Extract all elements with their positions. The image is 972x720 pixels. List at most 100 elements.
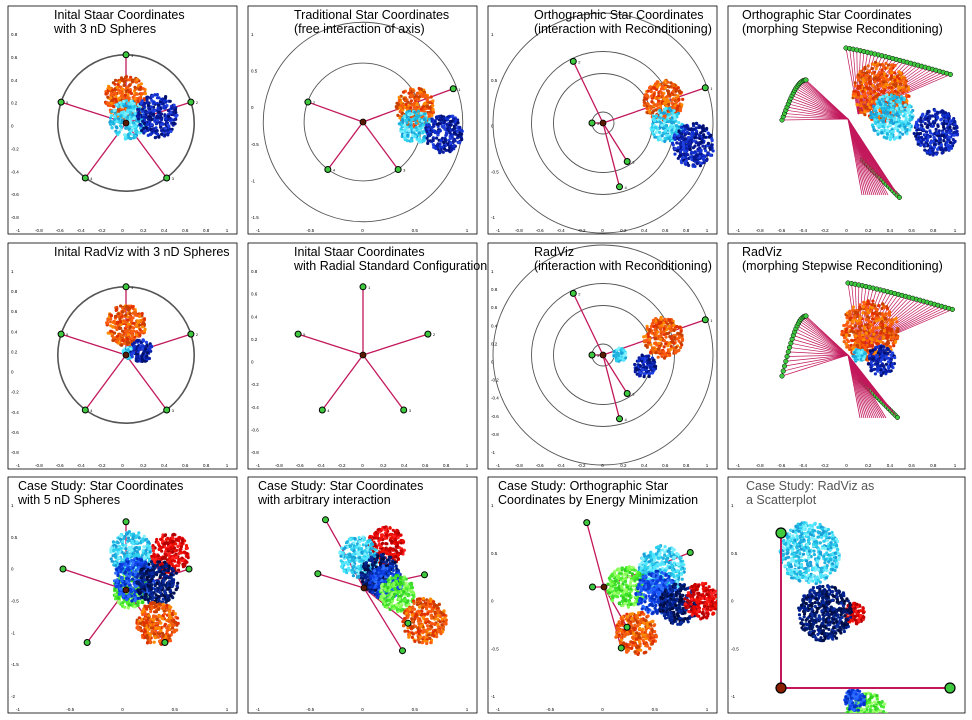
data-point [430,113,434,117]
data-point [115,103,119,107]
cluster-blue [424,114,464,155]
axis-line [805,79,849,120]
data-point [128,102,132,106]
data-point [114,340,118,344]
data-point [881,80,885,84]
data-point [131,326,136,330]
x-tick-label: 1 [226,228,229,233]
data-point [679,149,683,153]
panel-title-line: Inital Staar Coordinates [54,8,185,22]
data-point [676,86,680,90]
data-point [417,105,421,109]
data-point [147,106,151,110]
anchor-point [785,349,791,355]
data-point [901,132,905,136]
data-point [431,118,435,122]
data-point [874,121,878,125]
data-point [437,129,441,134]
cluster-blue [633,353,658,379]
data-point [883,72,887,76]
data-point [955,129,959,134]
data-point [140,110,145,114]
cluster-orange [642,315,685,360]
data-point [113,331,117,335]
data-point [865,71,869,75]
data-point [659,337,663,341]
data-point [139,340,143,344]
y-tick-label: 0 [11,124,14,129]
data-point [659,104,663,108]
data-point [624,351,628,355]
data-point [880,106,884,110]
data-point [882,110,886,114]
data-point [405,121,409,125]
data-point [133,111,137,115]
axis-line [297,333,364,356]
data-point [940,151,944,155]
data-point [703,154,707,158]
data-point [125,95,130,100]
x-tick-label: -0.8 [515,463,523,468]
data-point [881,341,885,345]
data-point [657,94,661,98]
data-point [425,98,429,103]
data-point [403,118,408,123]
x-tick-label: -1 [736,228,740,233]
data-point [896,114,901,118]
anchor-point [81,406,89,414]
y-tick-label: -0.2 [251,382,259,387]
data-point [125,86,129,90]
data-point [876,120,880,124]
x-tick-label: 0.6 [662,228,669,233]
data-point [928,114,932,118]
data-point [133,85,137,89]
data-point [642,363,646,367]
data-point [921,128,926,132]
data-point [115,85,119,89]
data-point [900,122,904,126]
data-point [125,324,129,328]
data-point [159,107,163,111]
y-tick-label: -0.8 [11,215,19,220]
data-point [883,88,887,92]
data-point [692,157,697,161]
data-point [454,123,458,127]
data-point [872,112,877,116]
data-point [933,145,937,149]
data-point [908,114,912,118]
anchor-label: 2 [196,100,199,105]
data-point [120,343,124,347]
data-point [876,132,880,136]
anchor-point [57,98,65,106]
y-tick-label: -0.6 [251,427,259,432]
data-point [622,358,626,362]
data-point [657,83,661,87]
axis-line [602,354,621,419]
data-point [869,92,873,96]
data-point [425,129,429,134]
data-point [110,334,114,338]
data-point [691,132,695,136]
anchor-point [318,406,326,414]
data-point [409,138,413,143]
data-point [649,350,653,355]
y-tick-label: 0.8 [491,287,498,292]
panel-frame [7,242,238,470]
data-point [161,97,165,101]
data-point [654,82,658,86]
data-point [139,82,143,86]
data-point [709,153,713,157]
data-point [450,134,454,138]
data-point [126,333,130,337]
x-tick-label: 0.4 [161,463,168,468]
data-point [681,141,686,145]
data-point [858,108,862,112]
data-point [119,114,123,118]
data-point [149,115,153,119]
x-tick-label: 0.6 [182,228,189,233]
data-point [657,347,661,351]
data-point [148,112,152,116]
data-point [146,104,150,108]
data-point [156,132,160,136]
